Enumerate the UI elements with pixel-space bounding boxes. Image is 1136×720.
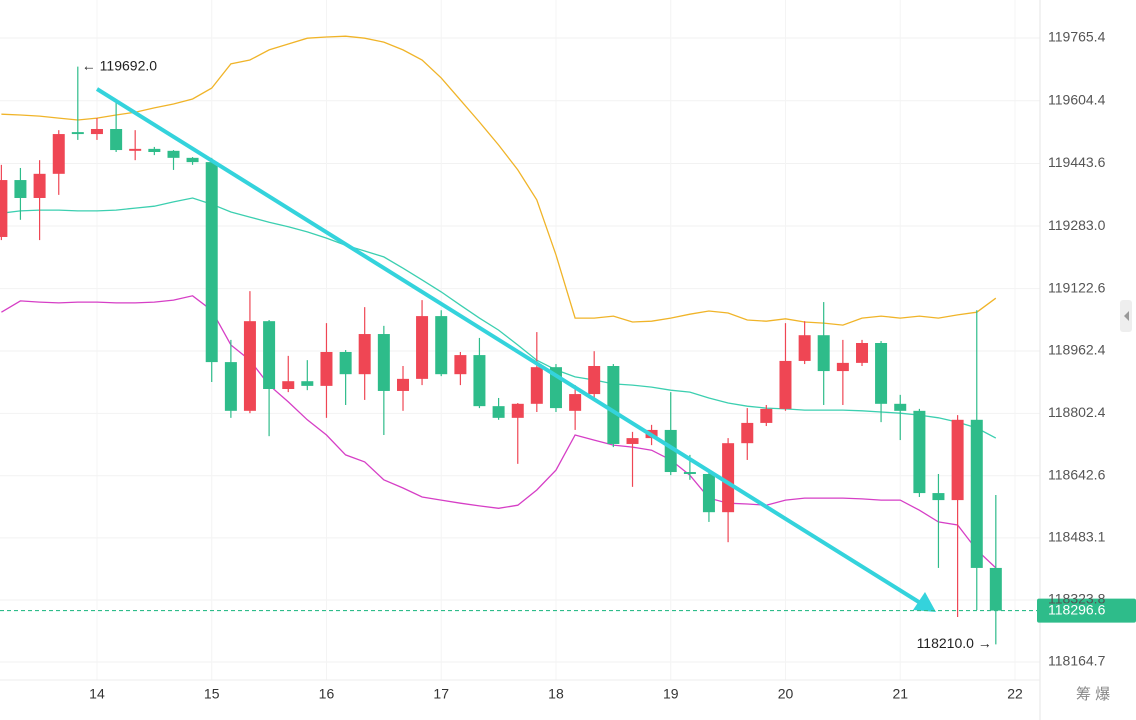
candle-body [989, 567, 1002, 611]
candle-body [511, 403, 524, 418]
candle-body [779, 360, 792, 409]
min-annotation: 118210.0 → [917, 635, 992, 651]
y-tick-label: 119122.6 [1048, 279, 1106, 295]
x-tick-label: 15 [204, 686, 220, 702]
last-price-label: 118296.6 [1048, 601, 1106, 617]
candle-body [722, 443, 735, 513]
candle-body [970, 419, 983, 568]
candle-body [913, 410, 926, 494]
candle-body [358, 334, 371, 375]
y-tick-label: 118483.1 [1048, 529, 1106, 545]
candle-body [435, 316, 448, 375]
candle-body [626, 438, 639, 444]
x-tick-label: 18 [548, 686, 564, 702]
x-tick-label: 16 [319, 686, 335, 702]
candle-body [932, 493, 945, 501]
candle-body [186, 157, 199, 163]
candles-layer [0, 66, 1002, 645]
candle-body [14, 180, 27, 198]
candle-body [588, 366, 601, 395]
trend-line [95, 87, 924, 606]
candle-body [148, 148, 161, 152]
candle-body [836, 362, 849, 372]
x-tick-label: 17 [433, 686, 449, 702]
candle-body [282, 381, 295, 390]
candle-body [320, 351, 333, 386]
candle-body [397, 378, 410, 391]
candle-body [167, 150, 180, 158]
candle-body [90, 128, 103, 135]
band-line [1, 35, 997, 326]
candle-body [856, 343, 869, 363]
candle-body [817, 335, 830, 372]
candle-body [664, 429, 677, 473]
candle-body [894, 403, 907, 411]
candle-body [416, 316, 429, 379]
candle-body [492, 406, 505, 418]
candle-body [243, 321, 256, 411]
band-line [1, 197, 997, 439]
candle-body [951, 419, 964, 501]
x-tick-label: 19 [663, 686, 679, 702]
candle-body [301, 381, 314, 386]
y-tick-label: 119604.4 [1048, 91, 1106, 107]
candle-body [454, 355, 467, 375]
candle-body [760, 408, 773, 423]
candle-body [530, 367, 543, 404]
y-tick-label: 118642.6 [1048, 466, 1106, 482]
candle-body [110, 128, 123, 151]
y-tick-label: 119765.4 [1048, 29, 1106, 45]
candle-body [875, 343, 888, 404]
band-line [1, 295, 997, 569]
candle-body [683, 472, 696, 474]
candle-body [607, 366, 620, 444]
x-tick-label: 21 [892, 686, 908, 702]
corner-text: 筹 爆 [1076, 686, 1110, 703]
candle-body [798, 335, 811, 361]
y-tick-label: 118962.4 [1048, 342, 1106, 358]
y-tick-label: 119443.6 [1048, 154, 1106, 170]
candle-body [224, 362, 237, 411]
max-annotation: ← 119692.0 [82, 57, 157, 73]
candle-body [52, 134, 65, 174]
y-tick-label: 118802.4 [1048, 404, 1106, 420]
y-tick-label: 119283.0 [1048, 217, 1106, 233]
x-tick-label: 22 [1007, 686, 1023, 702]
bands-layer [1, 35, 997, 569]
candle-body [33, 173, 46, 198]
candle-body [569, 394, 582, 411]
candle-body [473, 355, 486, 407]
candle-body [702, 473, 715, 513]
candle-body [377, 334, 390, 391]
candle-body [129, 148, 142, 151]
candle-body [339, 351, 352, 375]
y-tick-label: 118164.7 [1048, 653, 1106, 669]
overlay-layer: 118296.6 ← 119692.0 118210.0 → [0, 57, 1136, 651]
trend-arrowhead [913, 592, 936, 612]
y-tick-label: 118323.8 [1048, 591, 1106, 607]
candle-body [71, 132, 84, 135]
last-price-tag [1037, 598, 1136, 623]
candle-body [263, 321, 276, 390]
candle-body [741, 422, 754, 444]
x-tick-label: 14 [89, 686, 105, 702]
x-tick-label: 20 [778, 686, 794, 702]
trend-arrow [95, 87, 936, 612]
candle-body [205, 162, 218, 363]
side-toggle-icon [1124, 311, 1129, 321]
candle-body [0, 180, 8, 237]
